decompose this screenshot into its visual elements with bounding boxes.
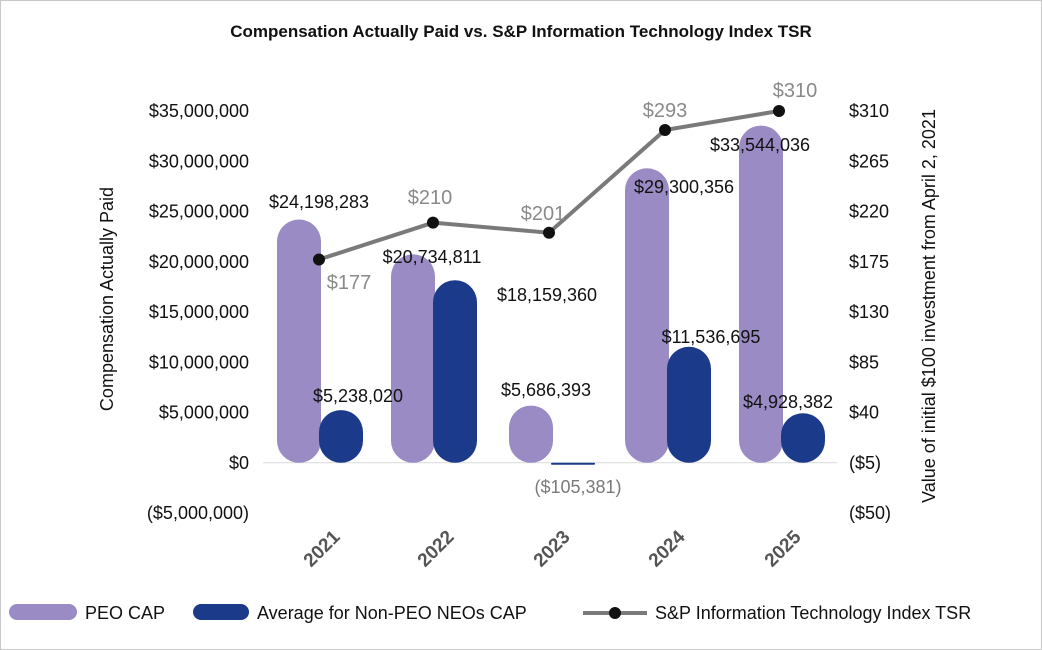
bar-average-for-non-peo-neos-cap-2025 bbox=[781, 413, 825, 463]
legend-label-tsr: S&P Information Technology Index TSR bbox=[655, 603, 971, 623]
legend-item-peo-cap: PEO CAP bbox=[9, 603, 165, 623]
x-tick-label-2025: 2025 bbox=[761, 526, 806, 571]
legend-item-tsr: S&P Information Technology Index TSR bbox=[583, 603, 971, 623]
y2-tick-label-5: ($5) bbox=[849, 453, 881, 473]
y-tick-label-5-000-000: ($5,000,000) bbox=[147, 503, 249, 523]
legend-label-non-peo-cap: Average for Non-PEO NEOs CAP bbox=[257, 603, 527, 623]
legend: PEO CAP Average for Non-PEO NEOs CAP S&P… bbox=[9, 603, 971, 623]
x-tick-label-2024: 2024 bbox=[645, 526, 690, 571]
tsr-marker-2025 bbox=[773, 105, 785, 117]
y-tick-label-5-000-000: $5,000,000 bbox=[159, 403, 249, 423]
data-label-non-peo-cap-2022: $18,159,360 bbox=[497, 285, 597, 305]
data-label-non-peo-cap-2021: $5,238,020 bbox=[313, 386, 403, 406]
x-tick-label-2023: 2023 bbox=[530, 527, 575, 572]
legend-swatch-peo-cap bbox=[9, 604, 77, 620]
y2-tick-label-85: $85 bbox=[849, 352, 879, 372]
data-label-tsr-2022: $210 bbox=[408, 187, 453, 209]
y-tick-label-10-000-000: $10,000,000 bbox=[149, 352, 249, 372]
right-axis-title: Value of initial $100 investment from Ap… bbox=[919, 109, 939, 503]
legend-swatch-tsr-marker bbox=[609, 607, 621, 619]
bar-average-for-non-peo-neos-cap-2022 bbox=[433, 280, 477, 463]
y2-tick-label-310: $310 bbox=[849, 101, 889, 121]
left-axis-title: Compensation Actually Paid bbox=[97, 187, 117, 411]
data-label-peo-cap-2021: $24,198,283 bbox=[269, 192, 369, 212]
y-tick-label-25-000-000: $25,000,000 bbox=[149, 202, 249, 222]
bars-layer bbox=[277, 125, 825, 465]
y-tick-label-30-000-000: $30,000,000 bbox=[149, 151, 249, 171]
right-axis-ticks: $310 $265 $220 $175 $130 $85 $40 ($5) ($50) bbox=[849, 101, 891, 523]
data-label-tsr-2025: $310 bbox=[773, 80, 818, 102]
legend-swatch-non-peo-cap bbox=[193, 604, 249, 620]
x-axis-ticks: 2021 2022 2023 2024 2025 bbox=[300, 526, 806, 571]
data-label-peo-cap-2023: $5,686,393 bbox=[501, 380, 591, 400]
legend-label-peo-cap: PEO CAP bbox=[85, 603, 165, 623]
y2-tick-label-50: ($50) bbox=[849, 503, 891, 523]
y2-tick-label-265: $265 bbox=[849, 151, 889, 171]
data-label-peo-cap-2025: $33,544,036 bbox=[710, 135, 810, 155]
data-label-tsr-2023: $201 bbox=[521, 203, 566, 225]
bar-peo-cap-2025 bbox=[739, 125, 783, 463]
x-tick-label-2022: 2022 bbox=[414, 527, 459, 572]
bar-peo-cap-2024 bbox=[625, 168, 669, 463]
y-tick-label-15-000-000: $15,000,000 bbox=[149, 302, 249, 322]
data-label-peo-cap-2024: $29,300,356 bbox=[634, 177, 734, 197]
bar-peo-cap-2022 bbox=[391, 254, 435, 463]
left-axis-ticks: $35,000,000 $30,000,000 $25,000,000 $20,000… bbox=[147, 101, 249, 523]
data-label-tsr-2021: $177 bbox=[327, 272, 372, 294]
bar-average-for-non-peo-neos-cap-2024 bbox=[667, 346, 711, 463]
data-label-tsr-2024: $293 bbox=[643, 100, 688, 122]
y2-tick-label-175: $175 bbox=[849, 252, 889, 272]
tsr-marker-2023 bbox=[543, 226, 555, 239]
bar-peo-cap-2023 bbox=[509, 405, 553, 463]
y-tick-label-0: $0 bbox=[229, 453, 249, 473]
tsr-marker-2021 bbox=[313, 253, 325, 266]
chart-title: Compensation Actually Paid vs. S&P Infor… bbox=[230, 22, 812, 41]
data-label-non-peo-cap-2025: $4,928,382 bbox=[743, 392, 833, 412]
y-tick-label-20-000-000: $20,000,000 bbox=[149, 252, 249, 272]
data-label-peo-cap-2022: $20,734,811 bbox=[383, 247, 482, 267]
bar-average-for-non-peo-neos-cap-2021 bbox=[319, 410, 363, 463]
tsr-line-layer bbox=[313, 105, 785, 266]
y-tick-label-35-000-000: $35,000,000 bbox=[149, 101, 249, 121]
y2-tick-label-40: $40 bbox=[849, 403, 879, 423]
legend-item-non-peo-cap: Average for Non-PEO NEOs CAP bbox=[193, 603, 527, 623]
tsr-marker-2022 bbox=[427, 216, 439, 229]
bar-peo-cap-2021 bbox=[277, 219, 321, 463]
data-label-non-peo-cap-2024: $11,536,695 bbox=[662, 327, 761, 347]
tsr-marker-2024 bbox=[659, 123, 671, 136]
bar-average-for-non-peo-neos-cap-2023 bbox=[551, 462, 595, 465]
y2-tick-label-220: $220 bbox=[849, 202, 889, 222]
x-tick-label-2021: 2021 bbox=[300, 526, 345, 571]
y2-tick-label-130: $130 bbox=[849, 302, 889, 322]
data-labels-layer: $24,198,283 $20,734,811 $5,686,393 $29,300,… bbox=[269, 80, 833, 497]
data-label-non-peo-cap-2023: ($105,381) bbox=[534, 477, 621, 497]
